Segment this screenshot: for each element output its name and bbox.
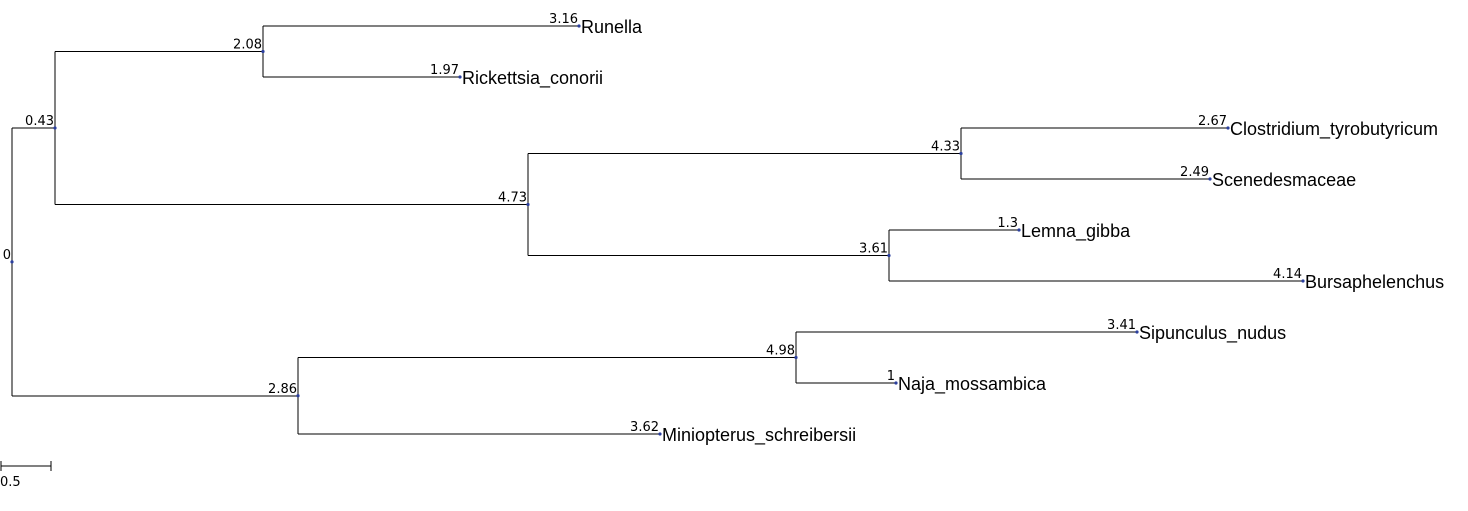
branch-length-clostridium-tyrobutyricum: 2.67 bbox=[1198, 114, 1227, 129]
node-dot-naja-mossambica bbox=[894, 381, 898, 385]
branch-length-n1: 0.43 bbox=[25, 114, 54, 129]
node-dot-n5 bbox=[887, 253, 891, 258]
node-dot-n3 bbox=[526, 202, 530, 207]
leaf-label-lemna-gibba: Lemna_gibba bbox=[1021, 221, 1131, 242]
branch-length-n3: 4.73 bbox=[498, 191, 527, 206]
node-dot-n4 bbox=[959, 151, 963, 156]
leaf-label-rickettsia-conorii: Rickettsia_conorii bbox=[462, 68, 603, 89]
leaf-label-miniopterus-schreibersii: Miniopterus_schreibersii bbox=[662, 425, 856, 446]
leaf-label-naja-mossambica: Naja_mossambica bbox=[898, 374, 1047, 395]
tree-branches bbox=[11, 25, 1303, 435]
leaf-label-sipunculus-nudus: Sipunculus_nudus bbox=[1139, 323, 1286, 344]
node-dot-n6 bbox=[296, 394, 300, 398]
branch-length-n5: 3.61 bbox=[859, 242, 888, 257]
tree-nodes bbox=[10, 24, 1305, 436]
branch-length-n7: 4.98 bbox=[766, 344, 795, 359]
branch-length-lemna-gibba: 1.3 bbox=[997, 216, 1018, 231]
tree-labels: 0 0.43 2.08 3.16 Runella 1.97 Rickettsia_conor… bbox=[3, 12, 1444, 446]
node-dot-scenedesmaceae bbox=[1208, 177, 1212, 181]
node-dot-rickettsia-conorii bbox=[458, 75, 462, 79]
branch-length-scenedesmaceae: 2.49 bbox=[1180, 165, 1209, 180]
scale-bar: 0.5 bbox=[0, 461, 52, 490]
branch-length-runella: 3.16 bbox=[549, 12, 578, 27]
branch-length-n2: 2.08 bbox=[233, 38, 262, 53]
branch-length-rickettsia-conorii: 1.97 bbox=[430, 63, 459, 78]
node-dot-sipunculus-nudus bbox=[1135, 330, 1139, 334]
branch-length-root: 0 bbox=[3, 248, 11, 263]
leaf-label-scenedesmaceae: Scenedesmaceae bbox=[1212, 170, 1356, 190]
branch-length-miniopterus-schreibersii: 3.62 bbox=[630, 420, 659, 435]
node-dot-n1 bbox=[53, 126, 57, 130]
branch-length-sipunculus-nudus: 3.41 bbox=[1107, 318, 1136, 333]
branch-length-n6: 2.86 bbox=[268, 382, 297, 397]
branch-length-n4: 4.33 bbox=[931, 140, 960, 155]
node-dot-lemna-gibba bbox=[1017, 228, 1021, 232]
branch-length-bursaphelenchus: 4.14 bbox=[1273, 267, 1302, 282]
scale-bar-label: 0.5 bbox=[0, 475, 21, 490]
node-dot-clostridium-tyrobutyricum bbox=[1226, 126, 1230, 130]
leaf-label-runella: Runella bbox=[581, 17, 643, 37]
node-dot-n7 bbox=[794, 355, 798, 360]
node-dot-miniopterus-schreibersii bbox=[658, 432, 662, 436]
node-dot-root bbox=[10, 260, 14, 264]
node-dot-runella bbox=[577, 24, 581, 28]
leaf-label-clostridium-tyrobutyricum: Clostridium_tyrobutyricum bbox=[1230, 119, 1438, 140]
node-dot-n2 bbox=[261, 49, 265, 54]
branch-length-naja-mossambica: 1 bbox=[887, 369, 895, 384]
node-dot-bursaphelenchus bbox=[1301, 279, 1305, 283]
leaf-label-bursaphelenchus: Bursaphelenchus bbox=[1305, 272, 1444, 292]
